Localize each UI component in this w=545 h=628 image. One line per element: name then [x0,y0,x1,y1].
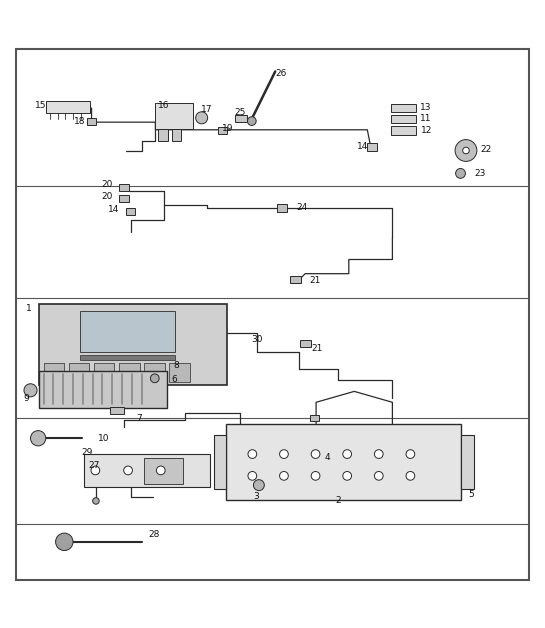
Text: 6: 6 [172,375,177,384]
Bar [391,126,416,134]
Bar [126,208,135,215]
Circle shape [93,497,99,504]
Text: 14: 14 [108,205,119,214]
Text: 12: 12 [421,126,432,135]
Bar [172,129,181,141]
Text: 28: 28 [148,530,159,539]
Text: 21: 21 [312,344,323,354]
Text: 17: 17 [201,105,213,114]
Bar [310,415,319,421]
Text: 10: 10 [98,434,110,443]
Circle shape [31,431,46,446]
Bar [46,102,90,114]
Bar [144,363,165,382]
Circle shape [456,168,465,178]
Bar [290,276,301,283]
Text: 3: 3 [253,492,259,501]
Text: 19: 19 [222,124,234,133]
Bar [144,458,183,484]
Circle shape [311,472,320,480]
Text: 23: 23 [474,170,485,178]
Bar [277,205,287,212]
Bar [110,407,124,414]
Circle shape [24,384,37,397]
Bar [87,118,96,126]
Text: 18: 18 [74,117,86,126]
Bar [169,363,190,382]
Text: 27: 27 [88,461,99,470]
Bar [44,363,64,382]
Circle shape [406,472,415,480]
Text: 9: 9 [23,394,29,403]
Bar [119,363,140,382]
Bar [461,435,474,489]
Bar [300,340,311,347]
Circle shape [196,112,208,124]
Circle shape [150,374,159,382]
Text: 30: 30 [251,335,263,344]
Bar [80,355,175,360]
Text: 29: 29 [82,448,93,457]
Circle shape [406,450,415,458]
Circle shape [248,450,257,458]
Bar [94,363,114,382]
Bar [391,104,416,112]
Circle shape [248,472,257,480]
Circle shape [280,472,288,480]
Bar [214,435,226,489]
Bar [39,304,227,385]
Text: 8: 8 [173,360,179,370]
Circle shape [343,472,352,480]
Circle shape [374,450,383,458]
Circle shape [156,466,165,475]
Text: 25: 25 [234,108,245,117]
Circle shape [311,450,320,458]
Circle shape [91,466,100,475]
Bar [69,363,89,382]
Text: 24: 24 [297,203,308,212]
Bar [218,127,227,134]
Text: 1: 1 [26,304,32,313]
Bar [84,454,210,487]
Text: 16: 16 [158,101,169,111]
Circle shape [455,139,477,161]
Text: 4: 4 [324,453,330,462]
Bar [226,424,461,501]
Text: 14: 14 [357,142,368,151]
Bar [39,371,167,408]
Text: 20: 20 [101,192,112,201]
Circle shape [253,480,264,490]
Circle shape [280,450,288,458]
Bar [155,102,193,129]
Text: 11: 11 [420,114,432,123]
Circle shape [343,450,352,458]
Circle shape [56,533,73,551]
Text: 20: 20 [101,180,112,189]
Bar [119,195,129,202]
Circle shape [374,472,383,480]
Text: 21: 21 [310,276,320,284]
Bar [367,143,377,151]
Bar [235,115,247,122]
Bar [391,114,416,123]
Text: 15: 15 [35,100,47,110]
Text: 26: 26 [275,68,286,78]
Bar [119,184,129,191]
Bar [158,129,168,141]
Text: 2: 2 [335,496,341,505]
Text: 5: 5 [469,490,474,499]
Text: 22: 22 [481,145,492,154]
Circle shape [247,117,256,126]
Circle shape [463,147,469,154]
Circle shape [124,466,132,475]
Text: 13: 13 [420,104,432,112]
Text: 7: 7 [136,414,142,423]
Bar [80,311,175,352]
